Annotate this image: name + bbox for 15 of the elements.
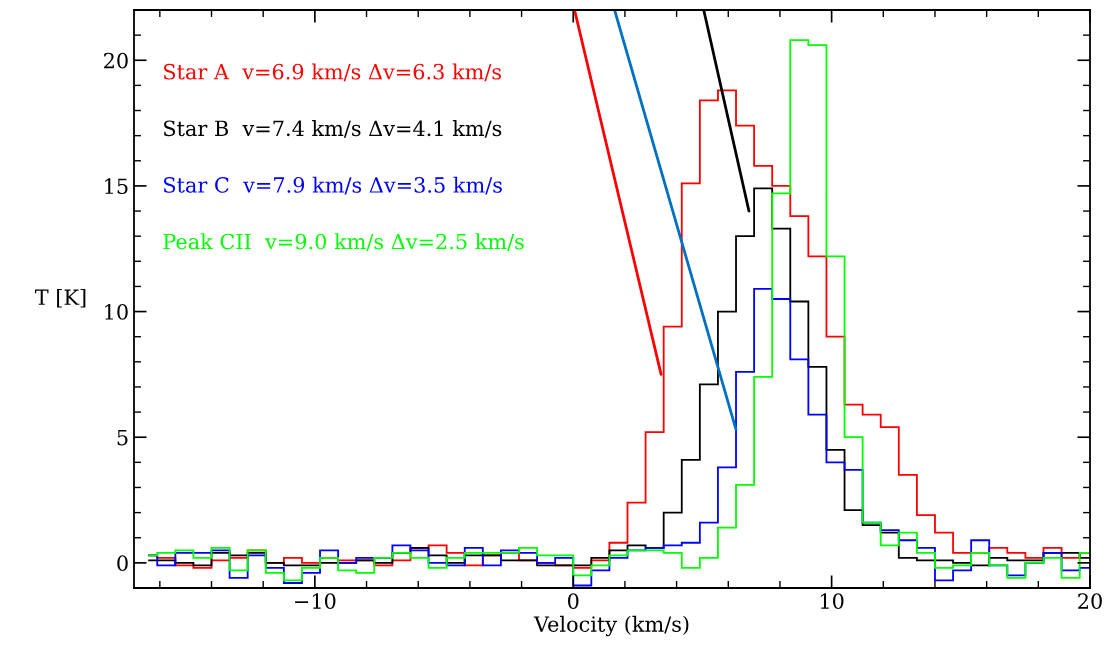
y-tick-label: 5 (117, 429, 128, 446)
text: Star C v=7.9 km/s Δv=3.5 km/s (164, 176, 502, 195)
y-axis-title: T [K] (35, 288, 86, 308)
x-axis-title: Velocity (km/s) (533, 615, 689, 637)
y-tick-label: 20 (104, 52, 128, 69)
x-tick-label: 20 (1078, 593, 1102, 609)
x-tick-label: −10 (295, 593, 336, 609)
y-tick-label: 15 (105, 178, 128, 195)
y-tick-label: 0 (117, 555, 128, 572)
text: Star B v=7.4 km/s Δv=4.1 km/s (164, 120, 502, 138)
text: Star A v=6.9 km/s Δv=6.3 km/s (164, 63, 501, 82)
x-tick-label: 0 (567, 593, 579, 609)
x-tick-label: 10 (820, 593, 844, 609)
y-tick-label: 10 (105, 304, 128, 320)
text: Peak CII v=9.0 km/s Δv=2.5 km/s (163, 233, 524, 252)
